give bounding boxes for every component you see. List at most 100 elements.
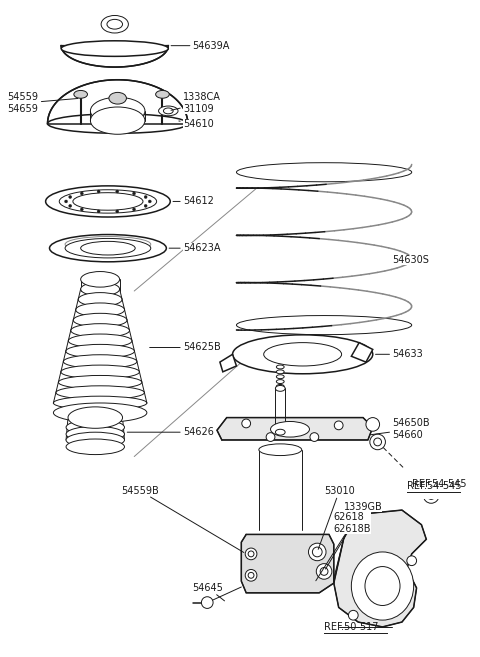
Text: 1339GB: 1339GB <box>325 502 382 569</box>
Ellipse shape <box>276 384 284 388</box>
Ellipse shape <box>276 370 284 374</box>
Ellipse shape <box>73 193 143 210</box>
Circle shape <box>144 196 147 198</box>
Ellipse shape <box>156 91 169 99</box>
Ellipse shape <box>276 365 284 369</box>
Circle shape <box>407 556 417 566</box>
Circle shape <box>312 547 322 557</box>
Ellipse shape <box>63 355 137 369</box>
Ellipse shape <box>81 241 135 255</box>
Text: 54645: 54645 <box>192 583 225 601</box>
Ellipse shape <box>232 335 373 374</box>
Text: 54630S: 54630S <box>392 255 429 265</box>
Circle shape <box>310 433 319 442</box>
Ellipse shape <box>66 344 134 358</box>
Ellipse shape <box>53 396 147 410</box>
Ellipse shape <box>81 271 120 287</box>
Ellipse shape <box>351 552 414 620</box>
Text: 1338CA
31109: 1338CA 31109 <box>171 92 221 114</box>
Ellipse shape <box>107 19 122 29</box>
Polygon shape <box>241 534 334 593</box>
Ellipse shape <box>59 190 156 213</box>
Text: 53010: 53010 <box>318 486 355 549</box>
Circle shape <box>245 570 257 581</box>
Ellipse shape <box>276 374 284 378</box>
Text: 54623A: 54623A <box>169 243 220 253</box>
Polygon shape <box>334 510 426 627</box>
Circle shape <box>116 190 119 193</box>
Ellipse shape <box>68 407 122 428</box>
Circle shape <box>366 418 380 431</box>
Circle shape <box>374 438 382 446</box>
Circle shape <box>97 190 100 193</box>
Ellipse shape <box>74 91 87 99</box>
Polygon shape <box>220 354 237 372</box>
Polygon shape <box>351 342 373 362</box>
Text: 62618
62618B: 62618 62618B <box>316 512 372 581</box>
Ellipse shape <box>59 375 142 389</box>
Circle shape <box>69 204 72 208</box>
Ellipse shape <box>237 163 412 182</box>
Ellipse shape <box>276 429 285 435</box>
Text: 54650B
54660: 54650B 54660 <box>371 419 430 440</box>
Ellipse shape <box>66 426 124 442</box>
Ellipse shape <box>78 292 122 306</box>
Circle shape <box>116 210 119 213</box>
Ellipse shape <box>276 380 284 384</box>
Ellipse shape <box>68 334 132 348</box>
Circle shape <box>202 597 213 608</box>
Ellipse shape <box>65 238 151 258</box>
Text: 54639A: 54639A <box>171 41 230 51</box>
Ellipse shape <box>53 403 147 422</box>
Text: 54612: 54612 <box>173 196 214 206</box>
Ellipse shape <box>81 283 120 296</box>
Ellipse shape <box>158 106 178 116</box>
Text: REF.50-517: REF.50-517 <box>324 622 379 632</box>
Polygon shape <box>61 45 168 67</box>
Ellipse shape <box>101 16 128 33</box>
Ellipse shape <box>259 444 302 455</box>
Circle shape <box>370 434 385 450</box>
Ellipse shape <box>163 108 173 114</box>
Text: 54559
54659: 54559 54659 <box>8 92 78 114</box>
Circle shape <box>80 208 84 211</box>
Circle shape <box>248 572 254 578</box>
Ellipse shape <box>276 386 285 392</box>
Ellipse shape <box>237 315 412 334</box>
Ellipse shape <box>61 41 168 57</box>
Circle shape <box>242 419 251 428</box>
Ellipse shape <box>76 303 125 317</box>
Circle shape <box>80 192 84 195</box>
Ellipse shape <box>49 235 167 261</box>
Text: 54559B: 54559B <box>121 486 244 553</box>
Ellipse shape <box>90 107 145 134</box>
Circle shape <box>65 200 68 203</box>
Ellipse shape <box>48 114 188 133</box>
Circle shape <box>97 210 100 213</box>
Circle shape <box>69 196 72 198</box>
Circle shape <box>148 200 151 203</box>
Ellipse shape <box>271 422 310 437</box>
Circle shape <box>309 543 326 560</box>
Circle shape <box>132 208 135 211</box>
Ellipse shape <box>46 186 170 217</box>
Ellipse shape <box>66 439 124 455</box>
Circle shape <box>423 487 439 503</box>
Circle shape <box>132 192 135 195</box>
Polygon shape <box>217 418 373 440</box>
Ellipse shape <box>109 93 126 104</box>
Circle shape <box>245 548 257 560</box>
Ellipse shape <box>71 324 130 337</box>
Circle shape <box>316 564 332 579</box>
Circle shape <box>427 491 435 499</box>
Ellipse shape <box>61 365 140 378</box>
Ellipse shape <box>56 386 144 399</box>
Circle shape <box>266 433 275 442</box>
Text: REF.54-545: REF.54-545 <box>407 481 461 491</box>
Ellipse shape <box>90 97 145 125</box>
Text: 54610: 54610 <box>179 118 214 129</box>
Circle shape <box>320 568 328 576</box>
Circle shape <box>248 551 254 557</box>
Text: 54626: 54626 <box>127 427 214 437</box>
Text: 54625B: 54625B <box>150 342 221 353</box>
